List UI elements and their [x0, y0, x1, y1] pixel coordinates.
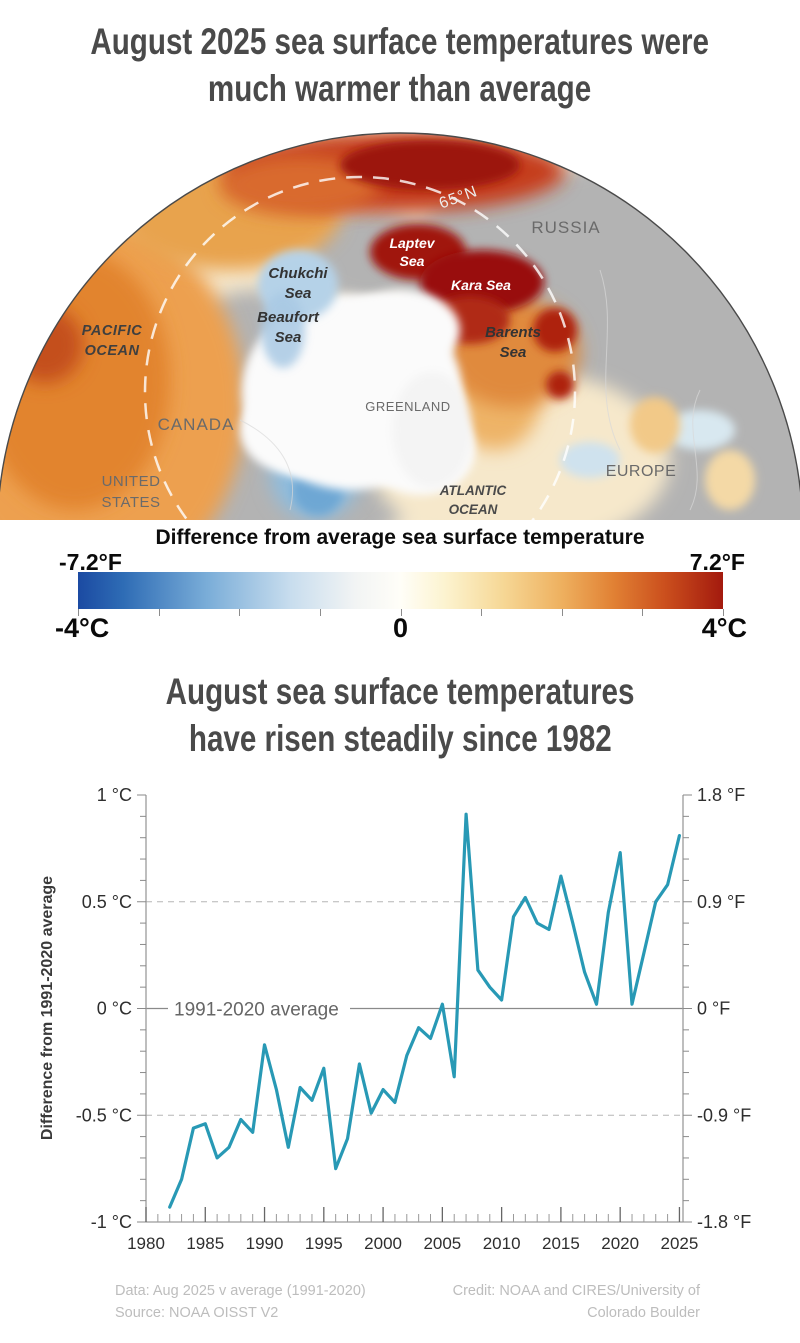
label-united-states-2: STATES	[101, 494, 160, 511]
colorbar-tick	[723, 609, 724, 616]
label-pacific-ocean-1: PACIFIC	[82, 323, 142, 339]
label-barents-sea-1: Barents	[485, 324, 541, 341]
map-title-line1: August 2025 sea surface temperatures wer…	[90, 20, 710, 62]
label-europe: EUROPE	[606, 463, 677, 480]
label-beaufort-sea-1: Beaufort	[257, 309, 320, 326]
colorbar-tick	[561, 609, 563, 616]
colorbar-tick	[319, 609, 321, 616]
x-tick-label: 2005	[423, 1234, 461, 1253]
colorbar-min-c: -4°C	[55, 613, 110, 643]
ice-cap	[240, 290, 475, 495]
temperature-anomaly-line	[168, 812, 682, 1209]
label-atlantic-ocean-1: ATLANTIC	[439, 483, 507, 498]
footer-credit-line2: Colorado Boulder	[587, 1304, 700, 1321]
chart-title: August sea surface temperatures have ris…	[0, 650, 800, 780]
colorbar-max-f: 7.2°F	[689, 549, 745, 575]
cool-anomaly-patches	[258, 250, 338, 368]
colorbar-tick	[239, 609, 241, 616]
y-tick-label-c: 0.5 °C	[82, 892, 132, 912]
x-tick-label: 2015	[542, 1234, 580, 1253]
colorbar-min-f: -7.2°F	[59, 549, 122, 575]
label-chukchi-sea-2: Sea	[285, 285, 312, 302]
colorbar-tick	[400, 609, 402, 616]
colorbar-title: Difference from average sea surface temp…	[155, 526, 645, 549]
footer-source-line: Source: NOAA OISST V2	[115, 1304, 279, 1321]
label-laptev-sea-1: Laptev	[389, 235, 435, 251]
label-chukchi-sea-1: Chukchi	[268, 265, 328, 282]
x-tick-label: 1995	[305, 1234, 343, 1253]
y-tick-label-f: 0.9 °F	[697, 892, 745, 912]
footer: Data: Aug 2025 v average (1991-2020) Sou…	[0, 1275, 800, 1343]
x-tick-label: 1990	[246, 1234, 284, 1253]
footer-source: Data: Aug 2025 v average (1991-2020) Sou…	[115, 1281, 366, 1325]
arctic-map-art	[0, 133, 800, 520]
label-greenland: GREENLAND	[365, 399, 450, 414]
map-labels: 65°N RUSSIA Laptev Sea Chukchi Sea Kara …	[82, 183, 677, 517]
chart-title-line1: August sea surface temperatures	[165, 670, 635, 712]
label-pacific-ocean-2: OCEAN	[85, 343, 140, 359]
label-russia: RUSSIA	[531, 218, 600, 237]
y-tick-label-c: -0.5 °C	[76, 1105, 132, 1125]
x-tick-label: 1980	[127, 1234, 165, 1253]
x-tick-label: 2000	[364, 1234, 402, 1253]
latitude-65n-circle	[143, 175, 577, 520]
y-tick-label-c: 1 °C	[97, 785, 132, 805]
y-tick-label-f: -0.9 °F	[697, 1105, 751, 1125]
y-axis-title: Difference from 1991-2020 average	[39, 876, 56, 1140]
colorbar-tick	[78, 609, 79, 616]
y-tick-label-c: 0 °C	[97, 999, 132, 1019]
label-atlantic-ocean-2: OCEAN	[449, 502, 498, 517]
arctic-map: 65°N RUSSIA Laptev Sea Chukchi Sea Kara …	[0, 132, 800, 520]
footer-data-line: Data: Aug 2025 v average (1991-2020)	[115, 1283, 366, 1299]
footer-credit: Credit: NOAA and CIRES/University of Col…	[453, 1281, 700, 1325]
x-tick-label: 2020	[601, 1234, 639, 1253]
label-united-states-1: UNITED	[102, 473, 161, 490]
colorbar-legend: Difference from average sea surface temp…	[0, 520, 800, 650]
map-title-line2: much warmer than average	[208, 68, 592, 109]
label-laptev-sea-2: Sea	[400, 253, 425, 269]
chart-title-line2: have risen steadily since 1982	[188, 718, 612, 759]
x-tick-label: 2025	[661, 1234, 699, 1253]
footer-credit-line1: Credit: NOAA and CIRES/University of	[452, 1283, 700, 1299]
label-barents-sea-2: Sea	[500, 344, 527, 361]
colorbar-gradient	[78, 572, 723, 609]
label-canada: CANADA	[158, 415, 235, 434]
colorbar-max-c: 4°C	[701, 613, 747, 643]
map-title: August 2025 sea surface temperatures wer…	[0, 0, 800, 130]
label-kara-sea: Kara Sea	[451, 277, 511, 293]
country-borders	[239, 269, 701, 511]
y-tick-label-f: 1.8 °F	[697, 785, 745, 805]
y-tick-label-c: -1 °C	[91, 1212, 132, 1232]
y-tick-label-f: -1.8 °F	[697, 1212, 751, 1232]
sst-trend-chart: 1991-2020 average 1 °C 0.5 °C 0 °C -0.5 °C -1…	[39, 785, 751, 1253]
colorbar-mid-c: 0	[392, 613, 409, 643]
globe-outline	[0, 132, 800, 495]
zero-line-label: 1991-2020 average	[174, 1000, 339, 1021]
colorbar-tick	[158, 609, 160, 616]
colorbar-tick-strip	[78, 609, 724, 616]
x-tick-label: 1985	[186, 1234, 224, 1253]
colorbar-tick	[642, 609, 644, 616]
x-tick-label: 2010	[483, 1234, 521, 1253]
y-tick-label-f: 0 °F	[697, 999, 730, 1019]
label-beaufort-sea-2: Sea	[275, 329, 302, 346]
colorbar-tick	[481, 609, 483, 616]
